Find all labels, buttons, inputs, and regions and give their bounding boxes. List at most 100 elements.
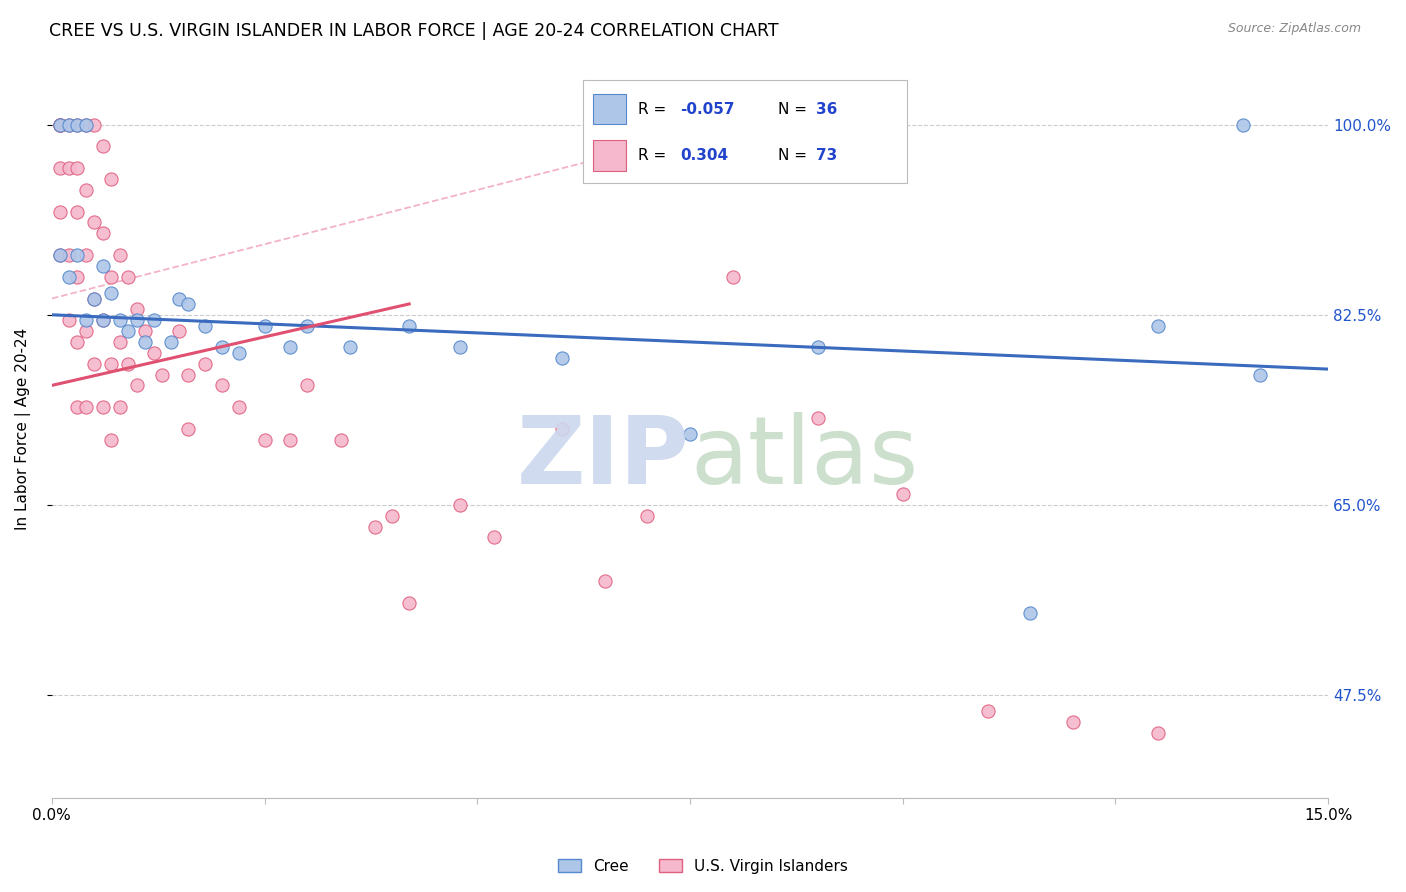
Point xyxy=(117,324,139,338)
Point xyxy=(75,248,97,262)
Text: N =: N = xyxy=(778,148,811,162)
Point xyxy=(295,318,318,333)
Point xyxy=(134,334,156,349)
Point xyxy=(83,215,105,229)
Point xyxy=(721,269,744,284)
Point xyxy=(49,118,72,132)
Point xyxy=(449,340,471,354)
Point xyxy=(1019,607,1042,621)
Point xyxy=(278,433,301,447)
Point xyxy=(194,357,217,371)
Point xyxy=(91,313,114,327)
Point xyxy=(295,378,318,392)
Point xyxy=(100,172,122,186)
Point xyxy=(142,346,165,360)
Point xyxy=(169,292,191,306)
Point xyxy=(1232,118,1254,132)
Point xyxy=(253,318,276,333)
Point xyxy=(177,297,200,311)
Point xyxy=(58,161,80,176)
Point xyxy=(177,422,200,436)
Point xyxy=(891,487,914,501)
Text: 36: 36 xyxy=(817,102,838,117)
Point xyxy=(330,433,353,447)
Point xyxy=(58,118,80,132)
Point xyxy=(278,340,301,354)
Text: 0.304: 0.304 xyxy=(681,148,728,162)
Point xyxy=(66,118,89,132)
Point xyxy=(66,269,89,284)
Point xyxy=(1147,726,1170,740)
Point xyxy=(679,427,702,442)
Point xyxy=(807,411,830,425)
Point xyxy=(142,313,165,327)
Point xyxy=(108,313,131,327)
Point xyxy=(593,574,616,588)
Point xyxy=(117,269,139,284)
Point xyxy=(125,302,148,317)
Point xyxy=(75,324,97,338)
Point xyxy=(83,292,105,306)
Point xyxy=(91,400,114,414)
Text: R =: R = xyxy=(638,148,672,162)
Point xyxy=(75,183,97,197)
Point xyxy=(58,118,80,132)
Text: CREE VS U.S. VIRGIN ISLANDER IN LABOR FORCE | AGE 20-24 CORRELATION CHART: CREE VS U.S. VIRGIN ISLANDER IN LABOR FO… xyxy=(49,22,779,40)
Point xyxy=(66,161,89,176)
Point xyxy=(1062,714,1084,729)
Point xyxy=(66,204,89,219)
Text: R =: R = xyxy=(638,102,672,117)
Point xyxy=(91,313,114,327)
Point xyxy=(58,313,80,327)
Point xyxy=(66,334,89,349)
Point xyxy=(211,340,233,354)
Y-axis label: In Labor Force | Age 20-24: In Labor Force | Age 20-24 xyxy=(15,327,31,530)
Text: N =: N = xyxy=(778,102,811,117)
Point xyxy=(100,269,122,284)
Point xyxy=(807,340,830,354)
Point xyxy=(169,324,191,338)
Point xyxy=(66,400,89,414)
Point xyxy=(100,286,122,301)
FancyBboxPatch shape xyxy=(593,140,626,170)
Point xyxy=(91,139,114,153)
FancyBboxPatch shape xyxy=(593,94,626,124)
Point xyxy=(58,269,80,284)
Point xyxy=(117,357,139,371)
Point xyxy=(1249,368,1271,382)
Point xyxy=(83,118,105,132)
Point xyxy=(58,248,80,262)
Point xyxy=(381,508,404,523)
Point xyxy=(49,118,72,132)
Point xyxy=(108,248,131,262)
Point xyxy=(194,318,217,333)
Point xyxy=(49,161,72,176)
Point xyxy=(125,313,148,327)
Text: 73: 73 xyxy=(817,148,838,162)
Point xyxy=(228,400,250,414)
Point xyxy=(49,118,72,132)
Point xyxy=(636,508,658,523)
Point xyxy=(49,248,72,262)
Point xyxy=(75,118,97,132)
Point xyxy=(83,292,105,306)
Point xyxy=(152,368,174,382)
Point xyxy=(49,248,72,262)
Point xyxy=(160,334,183,349)
Text: ZIP: ZIP xyxy=(517,412,690,504)
Point xyxy=(66,248,89,262)
Point xyxy=(228,346,250,360)
Point xyxy=(66,118,89,132)
Point xyxy=(100,357,122,371)
Point xyxy=(1147,318,1170,333)
Point xyxy=(398,596,420,610)
Point xyxy=(398,318,420,333)
Point xyxy=(134,324,156,338)
Point xyxy=(449,498,471,512)
Point xyxy=(551,351,574,366)
Point xyxy=(75,400,97,414)
Point xyxy=(339,340,361,354)
Point xyxy=(364,519,387,533)
Point xyxy=(49,204,72,219)
Point xyxy=(211,378,233,392)
